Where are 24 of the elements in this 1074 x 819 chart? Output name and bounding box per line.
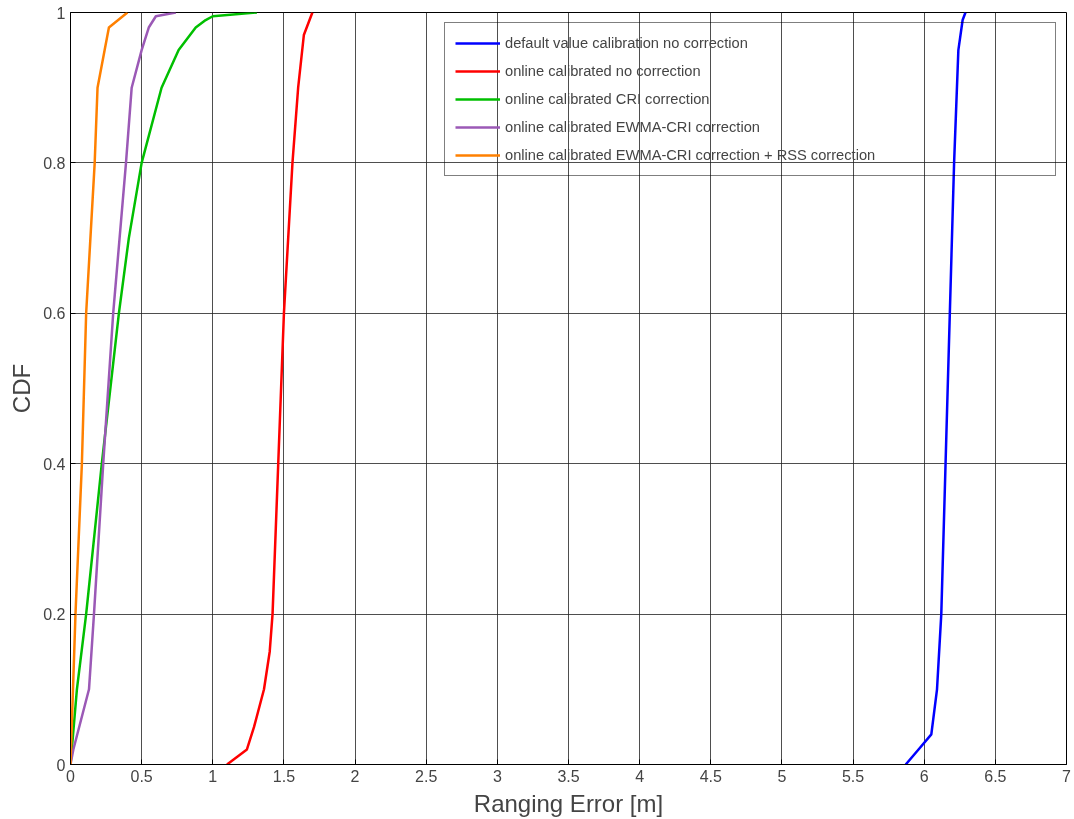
x-tick-label: 2.5: [415, 767, 438, 785]
line-series: [904, 12, 967, 765]
y-tick-label: 0.4: [43, 455, 66, 473]
y-tick-label: 0.6: [43, 305, 66, 323]
x-tick-label: 1.5: [272, 767, 296, 785]
x-tick-label: 5.5: [841, 767, 865, 785]
x-tick-label: 6: [919, 767, 929, 785]
x-tick-label: 4: [635, 767, 645, 785]
y-axis-title: CDF: [8, 363, 36, 414]
x-tick-label: 4.5: [699, 767, 723, 785]
x-tick-label: 2: [350, 767, 360, 785]
x-tick-label: 1: [208, 767, 218, 785]
x-tick-label: 6.5: [984, 767, 1007, 785]
y-tick-label: 0.2: [43, 606, 66, 624]
y-tick-label: 1: [56, 4, 66, 22]
line-series: [225, 12, 314, 765]
x-tick-label: 5: [777, 767, 787, 785]
x-tick-label: 3: [492, 767, 502, 785]
y-tick-label: 0: [56, 756, 66, 774]
x-axis-title: Ranging Error [m]: [473, 789, 664, 817]
x-tick-label: 0.5: [130, 767, 153, 785]
y-tick-label: 0.8: [43, 154, 66, 172]
x-tick-label: 3.5: [557, 767, 580, 785]
x-tick-label: 7: [1062, 767, 1072, 785]
